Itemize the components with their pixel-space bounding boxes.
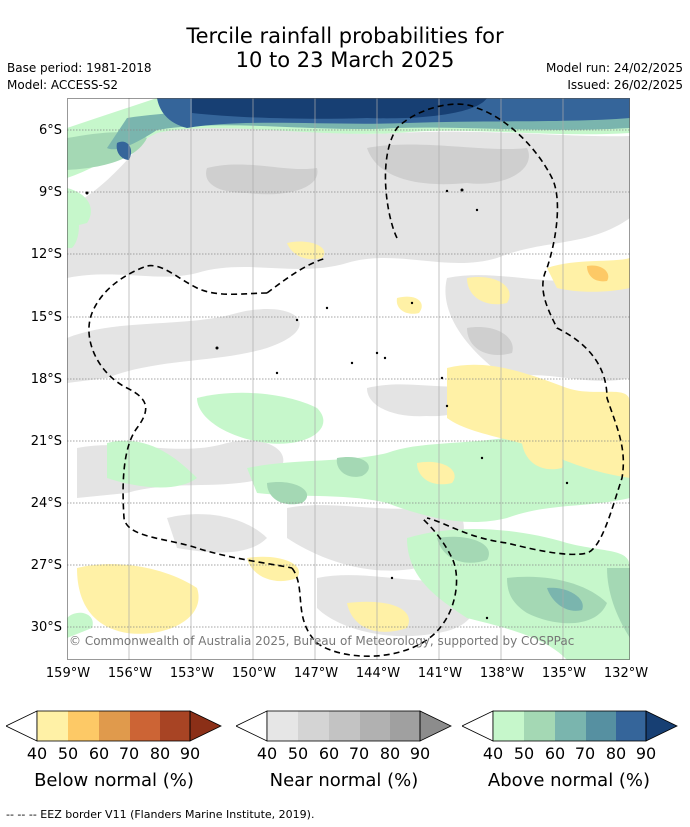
- map-frame: [67, 98, 630, 660]
- below-tick-50: 50: [57, 744, 79, 763]
- base-period-label: Base period: 1981-2018: [7, 61, 152, 75]
- near-tick-80: 80: [379, 744, 401, 763]
- eez-border-legend: -- -- -- EEZ border V11 (Flanders Marine…: [6, 808, 315, 821]
- near-swatch-50: [298, 711, 329, 741]
- map-meridians: [128, 98, 564, 660]
- model-run-label: Model run: 24/02/2025: [545, 61, 683, 75]
- near-swatch-90: [419, 710, 452, 742]
- below-swatch-70: [130, 711, 160, 741]
- map-title-line1: Tercile rainfall probabilities for: [186, 24, 504, 48]
- lat-label-18s: 18°S: [30, 372, 62, 387]
- below-tick-90: 90: [179, 744, 201, 763]
- near-tick-70: 70: [348, 744, 370, 763]
- near-tick-50: 50: [287, 744, 309, 763]
- lon-label-147w: 147°W: [293, 666, 339, 681]
- map-gridlines: [67, 129, 630, 628]
- lon-label-153w: 153°W: [169, 666, 215, 681]
- below-swatch-80: [160, 711, 190, 741]
- lon-label-135w: 135°W: [541, 666, 587, 681]
- near-normal-label: Near normal (%): [269, 770, 419, 791]
- lon-label-132w: 132°W: [603, 666, 649, 681]
- above-swatch-50: [524, 711, 555, 741]
- lat-label-27s: 27°S: [30, 558, 62, 573]
- above-normal-label: Above normal (%): [487, 770, 651, 791]
- near-swatch-80: [390, 711, 420, 741]
- above-tick-70: 70: [574, 744, 596, 763]
- lat-label-12s: 12°S: [30, 247, 62, 262]
- lon-label-141w: 141°W: [417, 666, 463, 681]
- near-swatch-70: [360, 711, 390, 741]
- lon-label-144w: 144°W: [355, 666, 401, 681]
- lon-label-138w: 138°W: [479, 666, 525, 681]
- below-tick-60: 60: [88, 744, 110, 763]
- lat-label-6s: 6°S: [38, 123, 62, 138]
- below-tick-80: 80: [149, 744, 171, 763]
- near-swatch-60: [329, 711, 360, 741]
- above-tick-80: 80: [605, 744, 627, 763]
- lat-label-30s: 30°S: [30, 620, 62, 635]
- below-normal-regions: [77, 241, 630, 634]
- above-tick-40: 40: [482, 744, 504, 763]
- below-normal-label: Below normal (%): [34, 770, 194, 791]
- near-tick-40: 40: [256, 744, 278, 763]
- above-swatch-60: [555, 711, 586, 741]
- below-swatch-50: [68, 711, 99, 741]
- above-swatch-80: [616, 711, 646, 741]
- above-swatch-40: [493, 711, 524, 741]
- lon-label-156w: 156°W: [107, 666, 153, 681]
- lat-label-9s: 9°S: [38, 185, 62, 200]
- above-tick-50: 50: [513, 744, 535, 763]
- lon-label-150w: 150°W: [231, 666, 277, 681]
- issued-label: Issued: 26/02/2025: [567, 78, 683, 92]
- above-swatch-70: [586, 711, 616, 741]
- model-label: Model: ACCESS-S2: [7, 78, 119, 92]
- copyright-text: © Commonwealth of Australia 2025, Bureau…: [69, 634, 575, 648]
- near-tick-90: 90: [409, 744, 431, 763]
- below-swatch-90: [189, 710, 222, 742]
- near-normal-colorbar: [236, 710, 452, 742]
- lat-label-21s: 21°S: [30, 434, 62, 449]
- below-normal-mid: [587, 265, 609, 282]
- lat-label-15s: 15°S: [30, 310, 62, 325]
- above-tick-90: 90: [635, 744, 657, 763]
- below-normal-colorbar: [6, 710, 222, 742]
- near-tick-60: 60: [318, 744, 340, 763]
- islands: [85, 188, 569, 620]
- near-swatch-40: [267, 711, 298, 741]
- eez-borders: [88, 103, 625, 657]
- lon-label-159w: 159°W: [45, 666, 91, 681]
- below-swatch-40: [37, 711, 68, 741]
- below-swatch-60: [99, 711, 130, 741]
- above-normal-extreme: [192, 98, 487, 119]
- below-tick-70: 70: [118, 744, 140, 763]
- map-title-line2: 10 to 23 March 2025: [235, 48, 455, 72]
- rainfall-probability-map: [67, 98, 630, 660]
- above-swatch-90: [645, 710, 678, 742]
- above-normal-colorbar: [462, 710, 678, 742]
- above-tick-60: 60: [544, 744, 566, 763]
- lat-label-24s: 24°S: [30, 496, 62, 511]
- below-tick-40: 40: [26, 744, 48, 763]
